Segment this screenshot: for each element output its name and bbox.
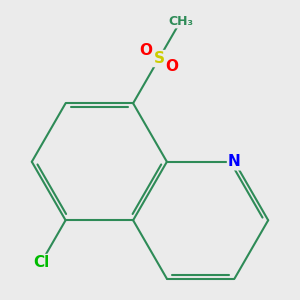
- Text: S: S: [153, 51, 164, 66]
- Text: O: O: [166, 58, 178, 74]
- Text: CH₃: CH₃: [168, 15, 193, 28]
- Text: Cl: Cl: [33, 255, 49, 270]
- Text: O: O: [140, 44, 152, 59]
- Text: N: N: [228, 154, 241, 169]
